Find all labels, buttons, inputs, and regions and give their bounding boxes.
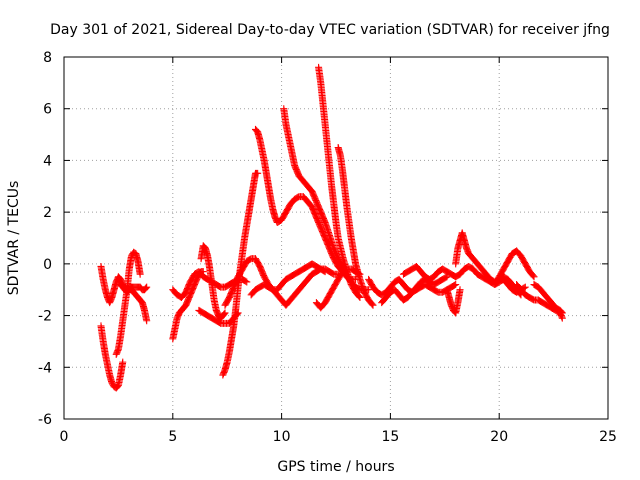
data-point [119,358,127,366]
data-point-dense [141,285,149,293]
data-point [456,286,464,294]
y-tick-label: -2 [38,309,52,325]
x-axis-label: GPS time / hours [277,459,394,475]
data-point [530,273,538,281]
y-tick-label: 4 [43,153,52,169]
y-tick-label: -4 [38,360,52,376]
series-sat-n [315,63,364,301]
data-point [221,309,229,317]
x-tick-label: 5 [168,429,177,445]
data-point-dense [242,277,250,285]
y-tick-label: 0 [43,257,52,273]
series-sat-r [378,273,451,307]
data-point-dense [529,272,537,280]
data-point [558,309,566,317]
series-sat-p [334,144,377,309]
data-point-dense [442,273,450,281]
series-sat-h [197,242,229,322]
data-point-dense [451,281,459,289]
data-point-dense [368,300,376,308]
y-tick-label: 8 [43,50,52,66]
series-sat-c [112,248,144,358]
y-axis-label: SDTVAR / TECUs [6,181,22,296]
data-point [136,270,144,278]
data-point-dense [557,307,565,315]
series-sat-a [97,322,127,392]
x-tick-label: 15 [381,429,399,445]
data-point [243,278,251,286]
x-tick-label: 0 [60,429,69,445]
data-point-dense [558,308,566,316]
series-sat-s [399,262,460,283]
data-point-dense [142,284,150,292]
series-sat-j [221,255,329,309]
data-point [143,317,151,325]
data-marks [97,63,566,392]
data-point-dense [355,292,363,300]
y-tick-label: 6 [43,102,52,118]
series-sat-t [443,286,464,317]
data-point [143,283,151,291]
y-tick-label: 2 [43,205,52,221]
axis-ticks: 0 5 10 15 20 25 -6 -4 -2 0 2 4 6 8 [38,50,617,445]
data-point [369,301,377,309]
data-point [254,169,262,177]
series-sat-g [195,306,242,327]
series-sat-e [169,268,207,343]
series-sat-w [491,247,538,289]
plot-frame [63,56,609,420]
series-sat-x [513,281,566,322]
x-tick-label: 20 [490,429,508,445]
x-tick-label: 25 [599,429,617,445]
series-sat-d [114,275,151,294]
series-sat-k [247,265,342,309]
data-point-dense [113,383,121,391]
data-point [452,281,460,289]
series-sat-y [530,281,566,317]
data-point-dense [220,311,228,319]
data-point [356,293,364,301]
data-point-dense [220,310,228,318]
y-tick-label: -6 [38,412,52,428]
x-tick-label: 10 [273,429,291,445]
chart-title: Day 301 of 2021, Sidereal Day-to-day VTE… [50,22,610,38]
series-sat-m [280,105,360,283]
series-sat-v [452,262,529,296]
data-point [521,283,529,291]
